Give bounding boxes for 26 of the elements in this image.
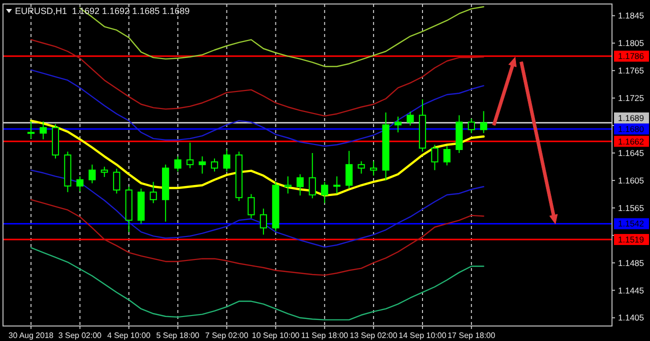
y-tick-label: 1.1405 xyxy=(618,312,644,323)
x-tick-label: 17 Sep 18:00 xyxy=(448,331,496,340)
x-tick-label: 5 Sep 18:00 xyxy=(156,331,200,340)
ref-line-label: 1.1689 xyxy=(618,112,644,123)
y-tick-label: 1.1445 xyxy=(618,285,644,296)
x-tick-label: 13 Sep 02:00 xyxy=(350,331,398,340)
ref-line-label: 1.1542 xyxy=(618,218,644,229)
x-tick-label: 11 Sep 18:00 xyxy=(301,331,349,340)
y-tick-label: 1.1805 xyxy=(618,38,644,48)
x-tick-label: 4 Sep 10:00 xyxy=(107,331,151,340)
y-tick-label: 1.1485 xyxy=(618,258,644,268)
y-tick-label: 1.1725 xyxy=(618,93,644,104)
ref-line-label: 1.1519 xyxy=(618,234,644,244)
y-tick-label: 1.1765 xyxy=(618,66,644,76)
x-tick-label: 3 Sep 02:00 xyxy=(58,331,102,340)
y-tick-label: 1.1845 xyxy=(618,10,644,21)
x-tick-label: 14 Sep 10:00 xyxy=(398,331,447,340)
y-tick-label: 1.1605 xyxy=(618,175,644,186)
x-tick-label: 7 Sep 02:00 xyxy=(205,331,249,340)
x-tick-label: 10 Sep 10:00 xyxy=(252,331,300,340)
ref-line-label: 1.1662 xyxy=(618,136,644,146)
y-tick-label: 1.1645 xyxy=(618,148,644,158)
y-tick-label: 1.1565 xyxy=(618,202,644,213)
x-tick-label: 30 Aug 2018 xyxy=(8,331,54,340)
ref-line-label: 1.1680 xyxy=(618,124,644,134)
ref-line-label: 1.1786 xyxy=(618,51,644,62)
